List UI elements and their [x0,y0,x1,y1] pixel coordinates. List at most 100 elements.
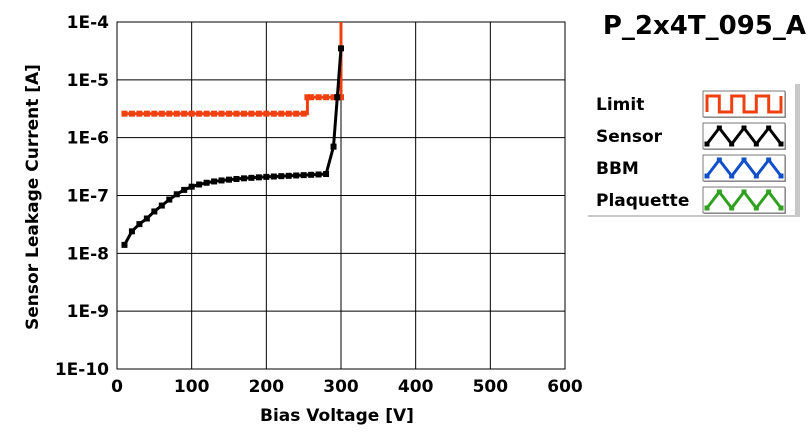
limit-data-point [166,110,173,117]
legend-marker-bbm [766,157,772,163]
legend-marker-plaquette [729,205,735,211]
limit-data-point [255,110,262,117]
sensor-data-point [151,208,158,215]
legend-label-limit: Limit [596,95,644,115]
y-axis-title: Sensor Leakage Current [A] [23,64,43,330]
limit-data-point [315,94,322,101]
sensor-data-point [338,45,344,52]
legend-line-limit [705,94,783,114]
limit-data-point [323,94,330,101]
legend-marker-plaquette [741,189,747,195]
sensor-data-point [166,196,173,203]
sensor-data-point [226,176,232,183]
sensor-data-point [188,183,195,190]
legend-marker-sensor [778,141,784,147]
tick-labels: 0 100 200 300 400 500 600 1E-4 1E-5 1E-6 1E-7 1E-8 1… [55,13,583,397]
x-tick-label: 100 [174,377,210,397]
legend-marker-plaquette [778,205,784,211]
limit-data-point [233,110,240,117]
legend-marker-sensor [753,141,759,147]
legend-marker-plaquette [753,205,759,211]
series-layer [121,22,344,248]
limit-data-point [308,94,315,101]
sensor-data-point [334,94,341,101]
sensor-data-point [285,172,292,179]
legend-marker-sensor [704,141,710,147]
legend-marker-plaquette [716,189,722,195]
sensor-data-point [270,173,277,180]
legend-marker-bbm [741,157,747,163]
sensor-data-point [136,221,143,228]
sensor-data-point [233,175,240,182]
limit-data-point [218,110,225,117]
y-tick-label: 1E-8 [67,244,109,264]
y-tick-label: 1E-6 [67,129,109,149]
sensor-data-point [218,177,225,184]
sensor-data-point [143,215,150,222]
legend-label-sensor: Sensor [596,127,663,147]
y-tick-label: 1E-9 [67,302,109,322]
sensor-data-point [293,172,300,179]
chart-title: P_2x4T_095_A [603,11,806,41]
sensor-data-point [203,179,210,186]
sensor-data-point [248,174,255,181]
limit-data-point [188,110,195,117]
sensor-data-point [315,171,322,178]
legend-marker-plaquette [704,205,710,211]
limit-data-point [300,110,307,117]
sensor-data-point [128,228,135,235]
sensor-data-point [278,173,285,180]
limit-data-point [285,110,292,117]
x-tick-label: 400 [398,377,434,397]
limit-data-point [203,110,210,117]
y-tick-label: 1E-10 [55,360,109,380]
y-tick-label: 1E-7 [67,187,109,207]
limit-data-point [226,110,232,117]
sensor-data-point [181,186,188,193]
limit-data-point [278,110,285,117]
x-tick-label: 300 [323,377,359,397]
limit-data-point [338,94,344,101]
limit-data-point [196,110,203,117]
limit-data-point [330,94,337,101]
sensor-data-point [255,174,262,181]
x-axis-title: Bias Voltage [V] [260,406,414,426]
limit-data-point [128,110,135,117]
legend-label-plaquette: Plaquette [596,191,689,211]
legend-marker-bbm [704,173,710,179]
sensor-data-point [323,171,330,178]
sensor-data-point [121,241,128,248]
sensor-data-point [173,191,180,198]
limit-data-point [151,110,158,117]
legend-marker-plaquette [766,189,772,195]
x-tick-label: 500 [473,377,509,397]
limit-data-point [263,110,270,117]
limit-data-point [293,110,300,117]
sensor-data-point [330,143,337,150]
limit-data-point [270,110,277,117]
legend-marker-bbm [716,157,722,163]
limit-data-point [121,110,128,117]
y-tick-label: 1E-5 [67,71,109,91]
legend-marker-bbm [729,173,735,179]
limit-data-point [211,110,218,117]
sensor-data-point [211,178,218,185]
sensor-data-point [300,172,307,179]
sensor-data-point [240,175,247,182]
legend: Limit Sensor BBM Plaquette [584,82,800,217]
limit-data-point [248,110,255,117]
limit-data-point [181,110,188,117]
x-tick-label: 0 [111,377,123,397]
x-tick-label: 200 [249,377,285,397]
limit-data-point [158,110,165,117]
y-tick-label: 1E-4 [67,13,109,33]
sensor-data-point [158,202,165,209]
legend-label-bbm: BBM [596,159,639,179]
x-tick-label: 600 [547,377,583,397]
limit-data-point [173,110,180,117]
limit-data-point [304,94,311,101]
legend-marker-sensor [766,125,772,131]
sensor-data-point [196,181,203,188]
limit-data-point [143,110,150,117]
